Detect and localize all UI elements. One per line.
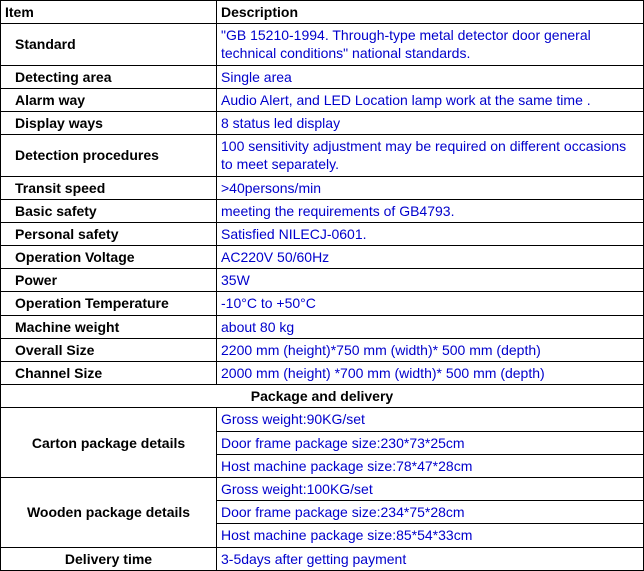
item-value: 2200 mm (height)*750 mm (width)* 500 mm … <box>217 338 644 361</box>
table-row: Personal safety Satisfied NILECJ-0601. <box>1 222 644 245</box>
header-desc: Description <box>217 1 644 24</box>
carton-values: Gross weight:90KG/set Door frame package… <box>217 408 644 478</box>
table-row: Basic safety meeting the requirements of… <box>1 199 644 222</box>
wooden-line: Door frame package size:234*75*28cm <box>217 500 643 523</box>
item-value: Single area <box>217 65 644 88</box>
item-label: Standard <box>1 24 217 65</box>
section-header-row: Package and delivery <box>1 385 644 408</box>
header-item: Item <box>1 1 217 24</box>
item-value: "GB 15210-1994. Through-type metal detec… <box>217 24 644 65</box>
table-row: Detection procedures 100 sensitivity adj… <box>1 135 644 176</box>
item-label: Personal safety <box>1 222 217 245</box>
delivery-label: Delivery time <box>1 547 217 570</box>
item-label: Alarm way <box>1 88 217 111</box>
item-value: AC220V 50/60Hz <box>217 246 644 269</box>
item-value: >40persons/min <box>217 176 644 199</box>
item-value: about 80 kg <box>217 315 644 338</box>
item-label: Detection procedures <box>1 135 217 176</box>
spec-table: Item Description Standard "GB 15210-1994… <box>0 0 644 571</box>
item-value: 2000 mm (height) *700 mm (width)* 500 mm… <box>217 362 644 385</box>
carton-label: Carton package details <box>1 408 217 478</box>
table-row: Display ways 8 status led display <box>1 111 644 134</box>
item-label: Display ways <box>1 111 217 134</box>
item-label: Channel Size <box>1 362 217 385</box>
item-value: 100 sensitivity adjustment may be requir… <box>217 135 644 176</box>
carton-line: Gross weight:90KG/set <box>217 408 643 430</box>
item-label: Power <box>1 269 217 292</box>
item-label: Machine weight <box>1 315 217 338</box>
item-label: Overall Size <box>1 338 217 361</box>
table-row: Standard "GB 15210-1994. Through-type me… <box>1 24 644 65</box>
table-row: Transit speed >40persons/min <box>1 176 644 199</box>
carton-line: Door frame package size:230*73*25cm <box>217 431 643 454</box>
item-label: Operation Temperature <box>1 292 217 315</box>
wooden-label: Wooden package details <box>1 477 217 547</box>
table-row: Channel Size 2000 mm (height) *700 mm (w… <box>1 362 644 385</box>
item-value: meeting the requirements of GB4793. <box>217 199 644 222</box>
table-row: Detecting area Single area <box>1 65 644 88</box>
wooden-line: Host machine package size:85*54*33cm <box>217 523 643 546</box>
wooden-row: Wooden package details Gross weight:100K… <box>1 477 644 547</box>
item-label: Operation Voltage <box>1 246 217 269</box>
item-value: 35W <box>217 269 644 292</box>
item-label: Detecting area <box>1 65 217 88</box>
carton-line: Host machine package size:78*47*28cm <box>217 454 643 477</box>
table-row: Alarm way Audio Alert, and LED Location … <box>1 88 644 111</box>
item-label: Transit speed <box>1 176 217 199</box>
table-row: Power 35W <box>1 269 644 292</box>
section-header: Package and delivery <box>1 385 644 408</box>
header-row: Item Description <box>1 1 644 24</box>
item-label: Basic safety <box>1 199 217 222</box>
wooden-values: Gross weight:100KG/set Door frame packag… <box>217 477 644 547</box>
delivery-row: Delivery time 3-5days after getting paym… <box>1 547 644 570</box>
table-row: Operation Voltage AC220V 50/60Hz <box>1 246 644 269</box>
delivery-value: 3-5days after getting payment <box>217 547 644 570</box>
carton-row: Carton package details Gross weight:90KG… <box>1 408 644 478</box>
item-value: -10°C to +50°C <box>217 292 644 315</box>
wooden-line: Gross weight:100KG/set <box>217 478 643 500</box>
table-row: Machine weight about 80 kg <box>1 315 644 338</box>
table-row: Operation Temperature -10°C to +50°C <box>1 292 644 315</box>
table-row: Overall Size 2200 mm (height)*750 mm (wi… <box>1 338 644 361</box>
item-value: Satisfied NILECJ-0601. <box>217 222 644 245</box>
item-value: 8 status led display <box>217 111 644 134</box>
item-value: Audio Alert, and LED Location lamp work … <box>217 88 644 111</box>
